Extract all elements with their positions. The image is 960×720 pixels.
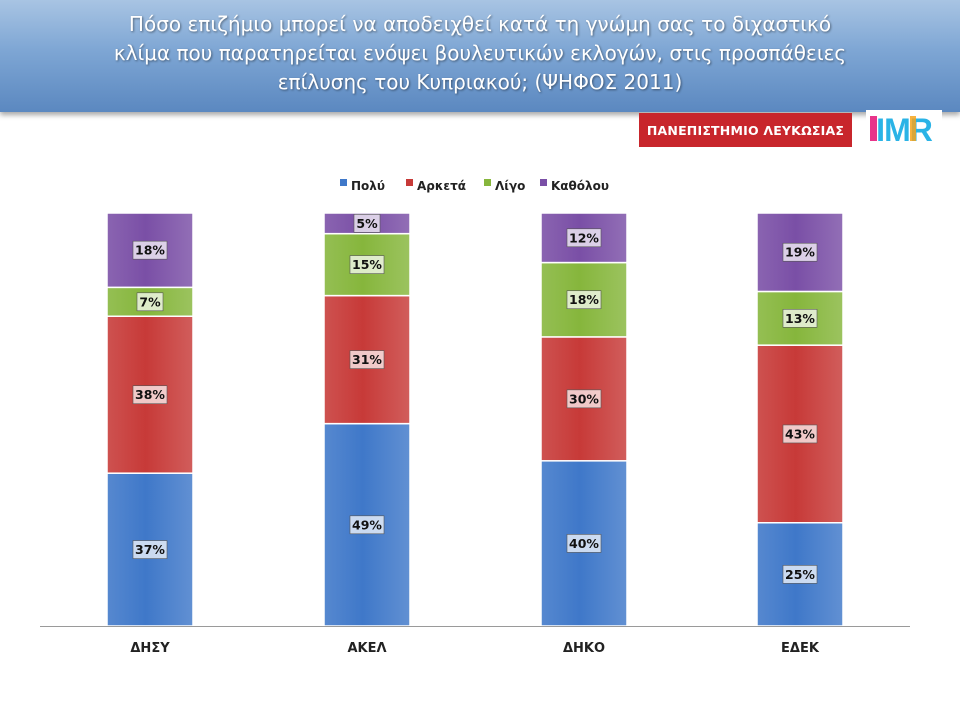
data-label-box: [782, 242, 818, 262]
data-label-box: [782, 309, 818, 328]
legend-swatch: [406, 179, 413, 186]
data-label-box: [782, 565, 818, 584]
category-label: ΔΗΚΟ: [563, 641, 605, 656]
data-label: 49%: [352, 517, 382, 532]
legend-label: Λίγο: [495, 179, 525, 193]
data-label-box: [349, 255, 385, 274]
legend-label: Αρκετά: [417, 179, 466, 193]
data-label: 38%: [135, 387, 165, 402]
title-line-2: κλίμα που παρατηρείται ενόψει βουλευτικώ…: [113, 41, 847, 65]
university-logo: ΠΑΝΕΠΙΣΤΗΜΙΟ ΛΕΥΚΩΣΙΑΣ: [639, 113, 852, 147]
legend-label: Καθόλου: [551, 179, 609, 193]
data-label-box: [782, 424, 818, 444]
data-label-box: [353, 214, 381, 233]
data-label: 18%: [135, 243, 165, 258]
imr-logo: IMR: [866, 110, 942, 148]
data-label-box: [132, 385, 168, 405]
data-label: 43%: [785, 426, 815, 441]
data-label: 37%: [135, 542, 165, 557]
data-label-box: [566, 534, 602, 553]
data-label: 7%: [139, 294, 161, 309]
data-label: 15%: [352, 257, 382, 272]
data-label: 25%: [785, 567, 815, 582]
data-label: 31%: [352, 352, 382, 367]
data-label-box: [132, 240, 168, 260]
legend-label: Πολύ: [351, 179, 385, 193]
data-label: 30%: [569, 391, 599, 406]
data-label: 13%: [785, 311, 815, 326]
stacked-bar-chart: Πολύ Αρκετά Λίγο Καθόλου 37% 38% 7% 18% ΔΗΣΥ 49% 3…: [40, 179, 910, 656]
data-label-box: [566, 290, 602, 310]
legend: Πολύ Αρκετά Λίγο Καθόλου: [340, 179, 609, 193]
imr-logo-text: IMR: [876, 112, 933, 148]
data-label-box: [132, 540, 168, 559]
title-line-3: επίλυσης του Κυπριακού; (ΨΗΦΟΣ 2011): [277, 70, 683, 94]
title-banner: Πόσο επιζήμιο μπορεί να αποδειχθεί κατά …: [0, 0, 960, 112]
data-label-box: [349, 350, 385, 369]
page-title: Πόσο επιζήμιο μπορεί να αποδειχθεί κατά …: [30, 10, 930, 97]
data-label: 18%: [569, 292, 599, 307]
legend-swatch: [540, 179, 547, 186]
data-label: 12%: [569, 230, 599, 245]
data-label: 5%: [356, 216, 378, 231]
legend-swatch: [484, 179, 491, 186]
legend-swatch: [340, 179, 347, 186]
data-label-box: [566, 228, 602, 248]
title-line-1: Πόσο επιζήμιο μπορεί να αποδειχθεί κατά …: [128, 12, 832, 36]
data-label-box: [136, 292, 164, 312]
category-label: ΔΗΣΥ: [130, 641, 170, 656]
data-label-box: [349, 515, 385, 535]
data-label: 19%: [785, 245, 815, 260]
data-label: 40%: [569, 536, 599, 551]
data-label-box: [566, 389, 602, 409]
category-label: ΕΔΕΚ: [781, 641, 820, 656]
category-label: ΑΚΕΛ: [347, 641, 386, 656]
